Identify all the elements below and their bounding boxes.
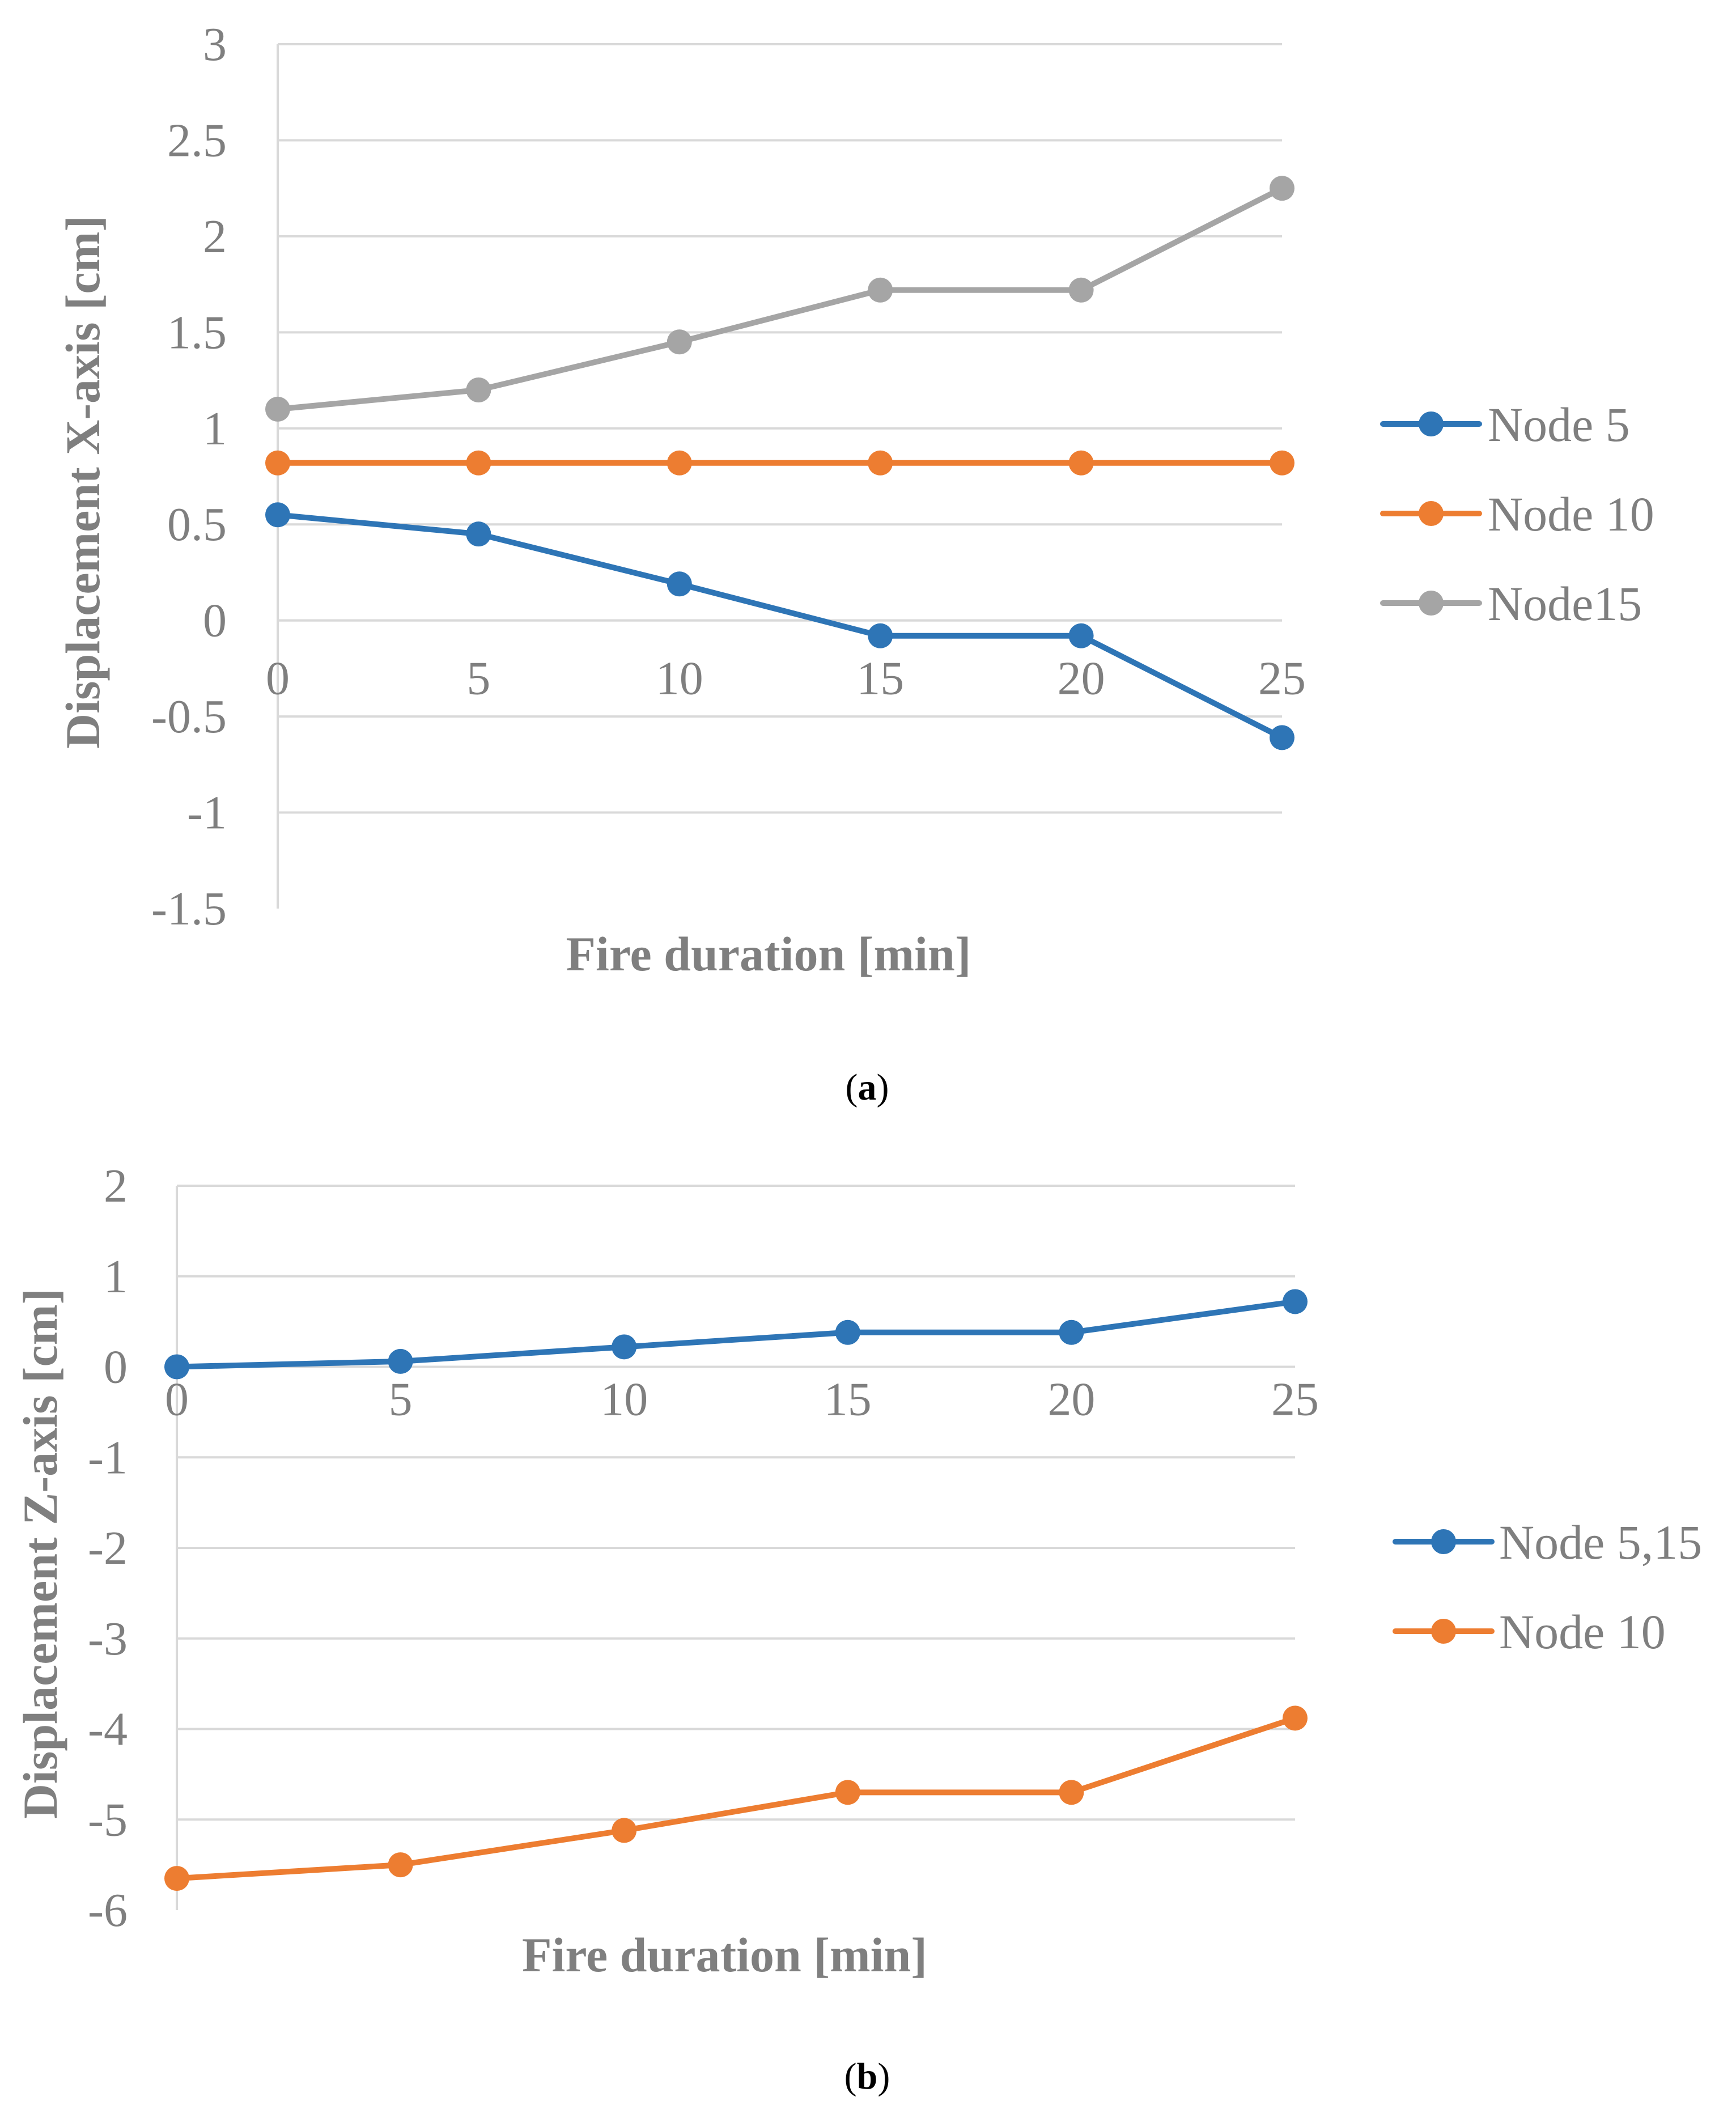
data-point xyxy=(466,377,491,402)
y-tick-label: -3 xyxy=(88,1613,128,1665)
data-point xyxy=(1283,1289,1308,1314)
x-tick-label: 25 xyxy=(1258,652,1306,705)
data-point xyxy=(466,521,491,547)
y-tick-label: 0.5 xyxy=(167,498,227,551)
y-tick-label: 0 xyxy=(203,595,227,647)
series-line xyxy=(174,1715,1298,1882)
data-point xyxy=(612,1334,637,1360)
data-point xyxy=(1270,176,1294,201)
series-line xyxy=(275,512,1285,741)
x-tick-label: 10 xyxy=(600,1373,648,1426)
x-tick-label: 10 xyxy=(656,652,703,705)
y-tick-label: 0 xyxy=(104,1341,128,1394)
y-tick-label: -1 xyxy=(187,787,227,839)
data-point xyxy=(466,450,491,476)
data-point xyxy=(1068,623,1094,648)
data-point xyxy=(265,502,290,528)
chart-a: 3 2.5 2 1.5 1 0.5 0 -0.5 -1 -1.5 0 5 10 15 20 25 Fire du… xyxy=(56,18,1654,1108)
x-tick-label: 25 xyxy=(1271,1373,1319,1426)
y-tick-label: -6 xyxy=(88,1884,128,1937)
data-point xyxy=(1270,725,1294,750)
y-tick-label: 2.5 xyxy=(167,114,227,167)
gridlines xyxy=(278,43,1282,814)
data-point xyxy=(868,450,893,476)
legend-marker xyxy=(1431,1529,1456,1554)
legend-label: Node 10 xyxy=(1488,487,1654,541)
data-point xyxy=(868,277,893,303)
legend: Node 5 Node 10 Node15 xyxy=(1380,397,1654,631)
x-tick-label: 5 xyxy=(466,652,490,705)
series-node-5-15 xyxy=(164,1289,1308,1380)
data-point xyxy=(667,571,692,597)
x-tick-label: 0 xyxy=(165,1373,189,1426)
legend-label: Node15 xyxy=(1488,576,1642,631)
data-point xyxy=(612,1818,637,1843)
x-tick-label: 20 xyxy=(1058,652,1105,705)
legend-marker xyxy=(1419,501,1444,526)
y-tick-label: -0.5 xyxy=(151,690,227,743)
series-line xyxy=(174,1299,1298,1370)
data-point xyxy=(1283,1705,1308,1731)
y-tick-label: 1 xyxy=(104,1250,128,1303)
legend: Node 5,15 Node 10 xyxy=(1393,1515,1702,1659)
series-node-10 xyxy=(265,450,1294,476)
data-point xyxy=(265,450,290,476)
series-node-5 xyxy=(265,502,1294,750)
legend-marker xyxy=(1431,1619,1456,1644)
y-tick-label: 1 xyxy=(203,402,227,455)
data-point xyxy=(388,1348,413,1374)
data-point xyxy=(835,1780,860,1805)
x-axis-title: Fire duration [min] xyxy=(522,1928,927,1982)
y-tick-label: -1.5 xyxy=(151,882,227,935)
data-point xyxy=(265,396,290,422)
legend-label: Node 5 xyxy=(1488,397,1630,452)
y-axis-title: Displacement X-axis [cm] xyxy=(56,215,110,749)
data-point xyxy=(1059,1780,1084,1805)
y-tick-label: -4 xyxy=(88,1703,128,1756)
data-point xyxy=(1270,450,1294,476)
y-tick-label: -5 xyxy=(88,1793,128,1846)
series-node15 xyxy=(265,176,1294,422)
gridlines xyxy=(177,1185,1295,1821)
x-tick-label: 15 xyxy=(824,1373,872,1426)
data-point xyxy=(164,1354,189,1380)
data-point xyxy=(1068,277,1094,303)
y-tick-label: -1 xyxy=(88,1431,128,1484)
legend-marker xyxy=(1419,411,1444,436)
y-tick-label: 2 xyxy=(203,210,227,263)
x-tick-label: 5 xyxy=(389,1373,413,1426)
legend-label: Node 10 xyxy=(1499,1605,1666,1659)
x-tick-label: 15 xyxy=(856,652,904,705)
y-tick-label: 2 xyxy=(104,1160,128,1212)
legend-marker xyxy=(1419,591,1444,616)
x-tick-label: 20 xyxy=(1047,1373,1095,1426)
figure-caption: (b) xyxy=(844,2056,890,2097)
x-tick-label: 0 xyxy=(266,652,290,705)
series-line xyxy=(275,185,1285,412)
data-point xyxy=(1068,450,1094,476)
y-axis-title: Displacement Z-axis [cm] xyxy=(13,1288,67,1819)
y-tick-label: 3 xyxy=(203,18,227,71)
y-tick-label: 1.5 xyxy=(167,306,227,359)
data-point xyxy=(667,329,692,355)
figure-caption: (a) xyxy=(846,1067,889,1108)
x-axis-title: Fire duration [min] xyxy=(566,927,971,981)
legend-label: Node 5,15 xyxy=(1499,1515,1702,1569)
data-point xyxy=(868,623,893,648)
data-point xyxy=(164,1866,189,1891)
y-tick-label: -2 xyxy=(88,1522,128,1575)
data-point xyxy=(835,1319,860,1345)
data-point xyxy=(667,450,692,476)
data-point xyxy=(1059,1319,1084,1345)
data-point xyxy=(388,1852,413,1878)
series-node-10 xyxy=(164,1705,1308,1891)
